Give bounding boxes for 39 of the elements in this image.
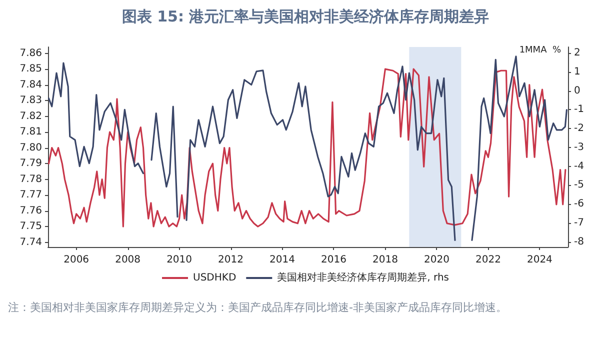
y-tick-label: 7.81 (20, 126, 42, 138)
y-tick-label: 7.74 (20, 236, 42, 248)
y2-tick-label: 2 (574, 48, 580, 59)
y2-tick-label: 0 (574, 85, 580, 96)
y-tick-label: 7.77 (20, 190, 42, 201)
x-tick-label: 2014 (270, 254, 295, 266)
y-tick-label: 7.83 (20, 95, 42, 106)
y-tick-label: 7.76 (20, 205, 42, 216)
x-tick-label: 2008 (115, 254, 141, 266)
y-tick-label: 7.85 (20, 64, 42, 75)
y2-tick-label: -4 (574, 160, 584, 172)
y-tick-label: 7.84 (20, 79, 42, 90)
legend-label: 美国相对非美经济体库存周期差异, rhs (277, 272, 449, 284)
y-tick-label: 7.86 (20, 48, 42, 59)
y2-axis-title: 1MMA % (519, 46, 562, 56)
y-tick-label: 7.80 (20, 142, 42, 154)
y-tick-label: 7.75 (20, 221, 42, 232)
x-tick-label: 2024 (526, 254, 552, 266)
x-tick-label: 2006 (64, 254, 90, 266)
text: 注：美国相对非美国家库存周期差异定义为：美国产成品库存同比增速-非美国家产成品库存同比增速。 (8, 301, 507, 314)
y2-tick-label: -2 (574, 123, 584, 134)
y-tick-label: 7.82 (20, 110, 42, 122)
x-tick-label: 2012 (218, 254, 244, 266)
x-tick-label: 2022 (475, 254, 501, 266)
y2-tick-label: -3 (574, 142, 584, 153)
chart-title: 图表 15: 港元汇率与美国相对非美经济体库存周期差异 (122, 8, 490, 26)
x-tick-label: 2016 (321, 254, 346, 266)
y2-tick-label: -8 (574, 236, 584, 248)
x-tick-label: 2018 (372, 254, 398, 266)
legend-label: USDHKD (193, 272, 236, 284)
y2-tick-label: -6 (574, 198, 584, 210)
y2-tick-label: -1 (574, 104, 584, 116)
y2-tick-label: -5 (574, 180, 584, 191)
y2-tick-label: 1 (574, 66, 580, 78)
x-tick-label: 2020 (424, 254, 450, 266)
y2-tick-label: -7 (574, 218, 584, 229)
y-tick-label: 7.79 (20, 158, 42, 170)
y-tick-label: 7.78 (20, 174, 42, 185)
x-tick-label: 2010 (166, 254, 192, 266)
